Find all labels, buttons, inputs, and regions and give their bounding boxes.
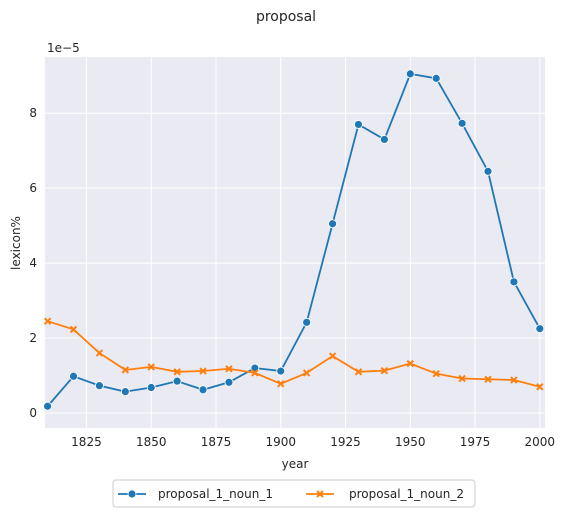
data-point: [251, 369, 259, 377]
data-point: [510, 376, 518, 384]
data-point: [302, 369, 311, 377]
data-point: [43, 401, 52, 411]
data-point: [458, 374, 466, 383]
data-point: [328, 219, 337, 229]
data-point: [225, 365, 233, 373]
legend-frame: [112, 479, 476, 508]
legend-marker-proposal_1_noun_1: [127, 489, 137, 499]
data-point: [379, 135, 389, 144]
x-tick-label: 2000: [525, 435, 556, 449]
legend-marker-proposal_1_noun_2: [316, 490, 324, 498]
data-point: [173, 368, 181, 376]
data-point: [484, 375, 492, 383]
x-tick-label: 1900: [265, 435, 296, 449]
data-point: [431, 73, 441, 83]
x-tick-label: 1825: [71, 435, 102, 449]
data-point: [121, 366, 130, 374]
legend-label-proposal_1_noun_1: proposal_1_noun_1: [158, 487, 273, 501]
data-point: [146, 383, 156, 392]
x-axis-label: year: [282, 457, 309, 471]
data-point: [120, 387, 130, 397]
data-point: [380, 366, 389, 375]
y-axis-label: lexicon%: [9, 216, 23, 270]
series-line: [47, 320, 541, 388]
data-point: [457, 118, 467, 128]
y-ticks: 0 2 4 6 8: [29, 106, 37, 420]
y-tick-label: 4: [29, 256, 37, 270]
y-tick-label: 6: [29, 181, 37, 195]
data-point: [535, 324, 545, 334]
data-point: [483, 166, 493, 176]
plot-area: [45, 57, 545, 428]
y-tick-label: 8: [29, 106, 37, 120]
x-tick-label: 1950: [395, 435, 426, 449]
x-tick-label: 1850: [136, 435, 167, 449]
data-point: [69, 325, 78, 334]
data-point: [277, 380, 285, 388]
series-lines: [43, 69, 545, 411]
x-tick-label: 1975: [460, 435, 491, 449]
data-point: [509, 277, 519, 287]
x-tick-label: 1925: [330, 435, 361, 449]
data-point: [172, 376, 182, 386]
data-point: [302, 317, 312, 327]
series-proposal_1_noun_1: [43, 69, 545, 411]
x-ticks: 1825 1850 1875 1900 1925 1950 1975 2000: [71, 435, 555, 449]
data-point: [276, 366, 286, 376]
data-point: [95, 381, 104, 391]
x-tick-label: 1875: [201, 435, 232, 449]
y-tick-label: 0: [29, 406, 37, 420]
data-point: [95, 349, 104, 357]
data-point: [536, 383, 544, 391]
legend: proposal_1_noun_1 proposal_1_noun_2: [112, 479, 476, 508]
data-point: [354, 120, 363, 129]
y-tick-label: 2: [29, 331, 37, 345]
data-point: [43, 317, 52, 325]
data-point: [147, 363, 155, 371]
data-point: [198, 385, 208, 395]
y-scale-label: 1e−5: [47, 41, 80, 55]
chart-title: proposal: [256, 9, 316, 25]
data-point: [224, 377, 234, 387]
data-point: [199, 367, 207, 375]
data-point: [432, 369, 440, 378]
data-point: [405, 69, 415, 79]
data-point: [328, 352, 337, 360]
data-point: [354, 368, 363, 376]
legend-label-proposal_1_noun_2: proposal_1_noun_2: [349, 487, 464, 501]
data-point: [69, 371, 78, 381]
series-proposal_1_noun_2: [43, 317, 544, 391]
data-point: [406, 359, 414, 368]
grid-lines: [45, 57, 545, 428]
